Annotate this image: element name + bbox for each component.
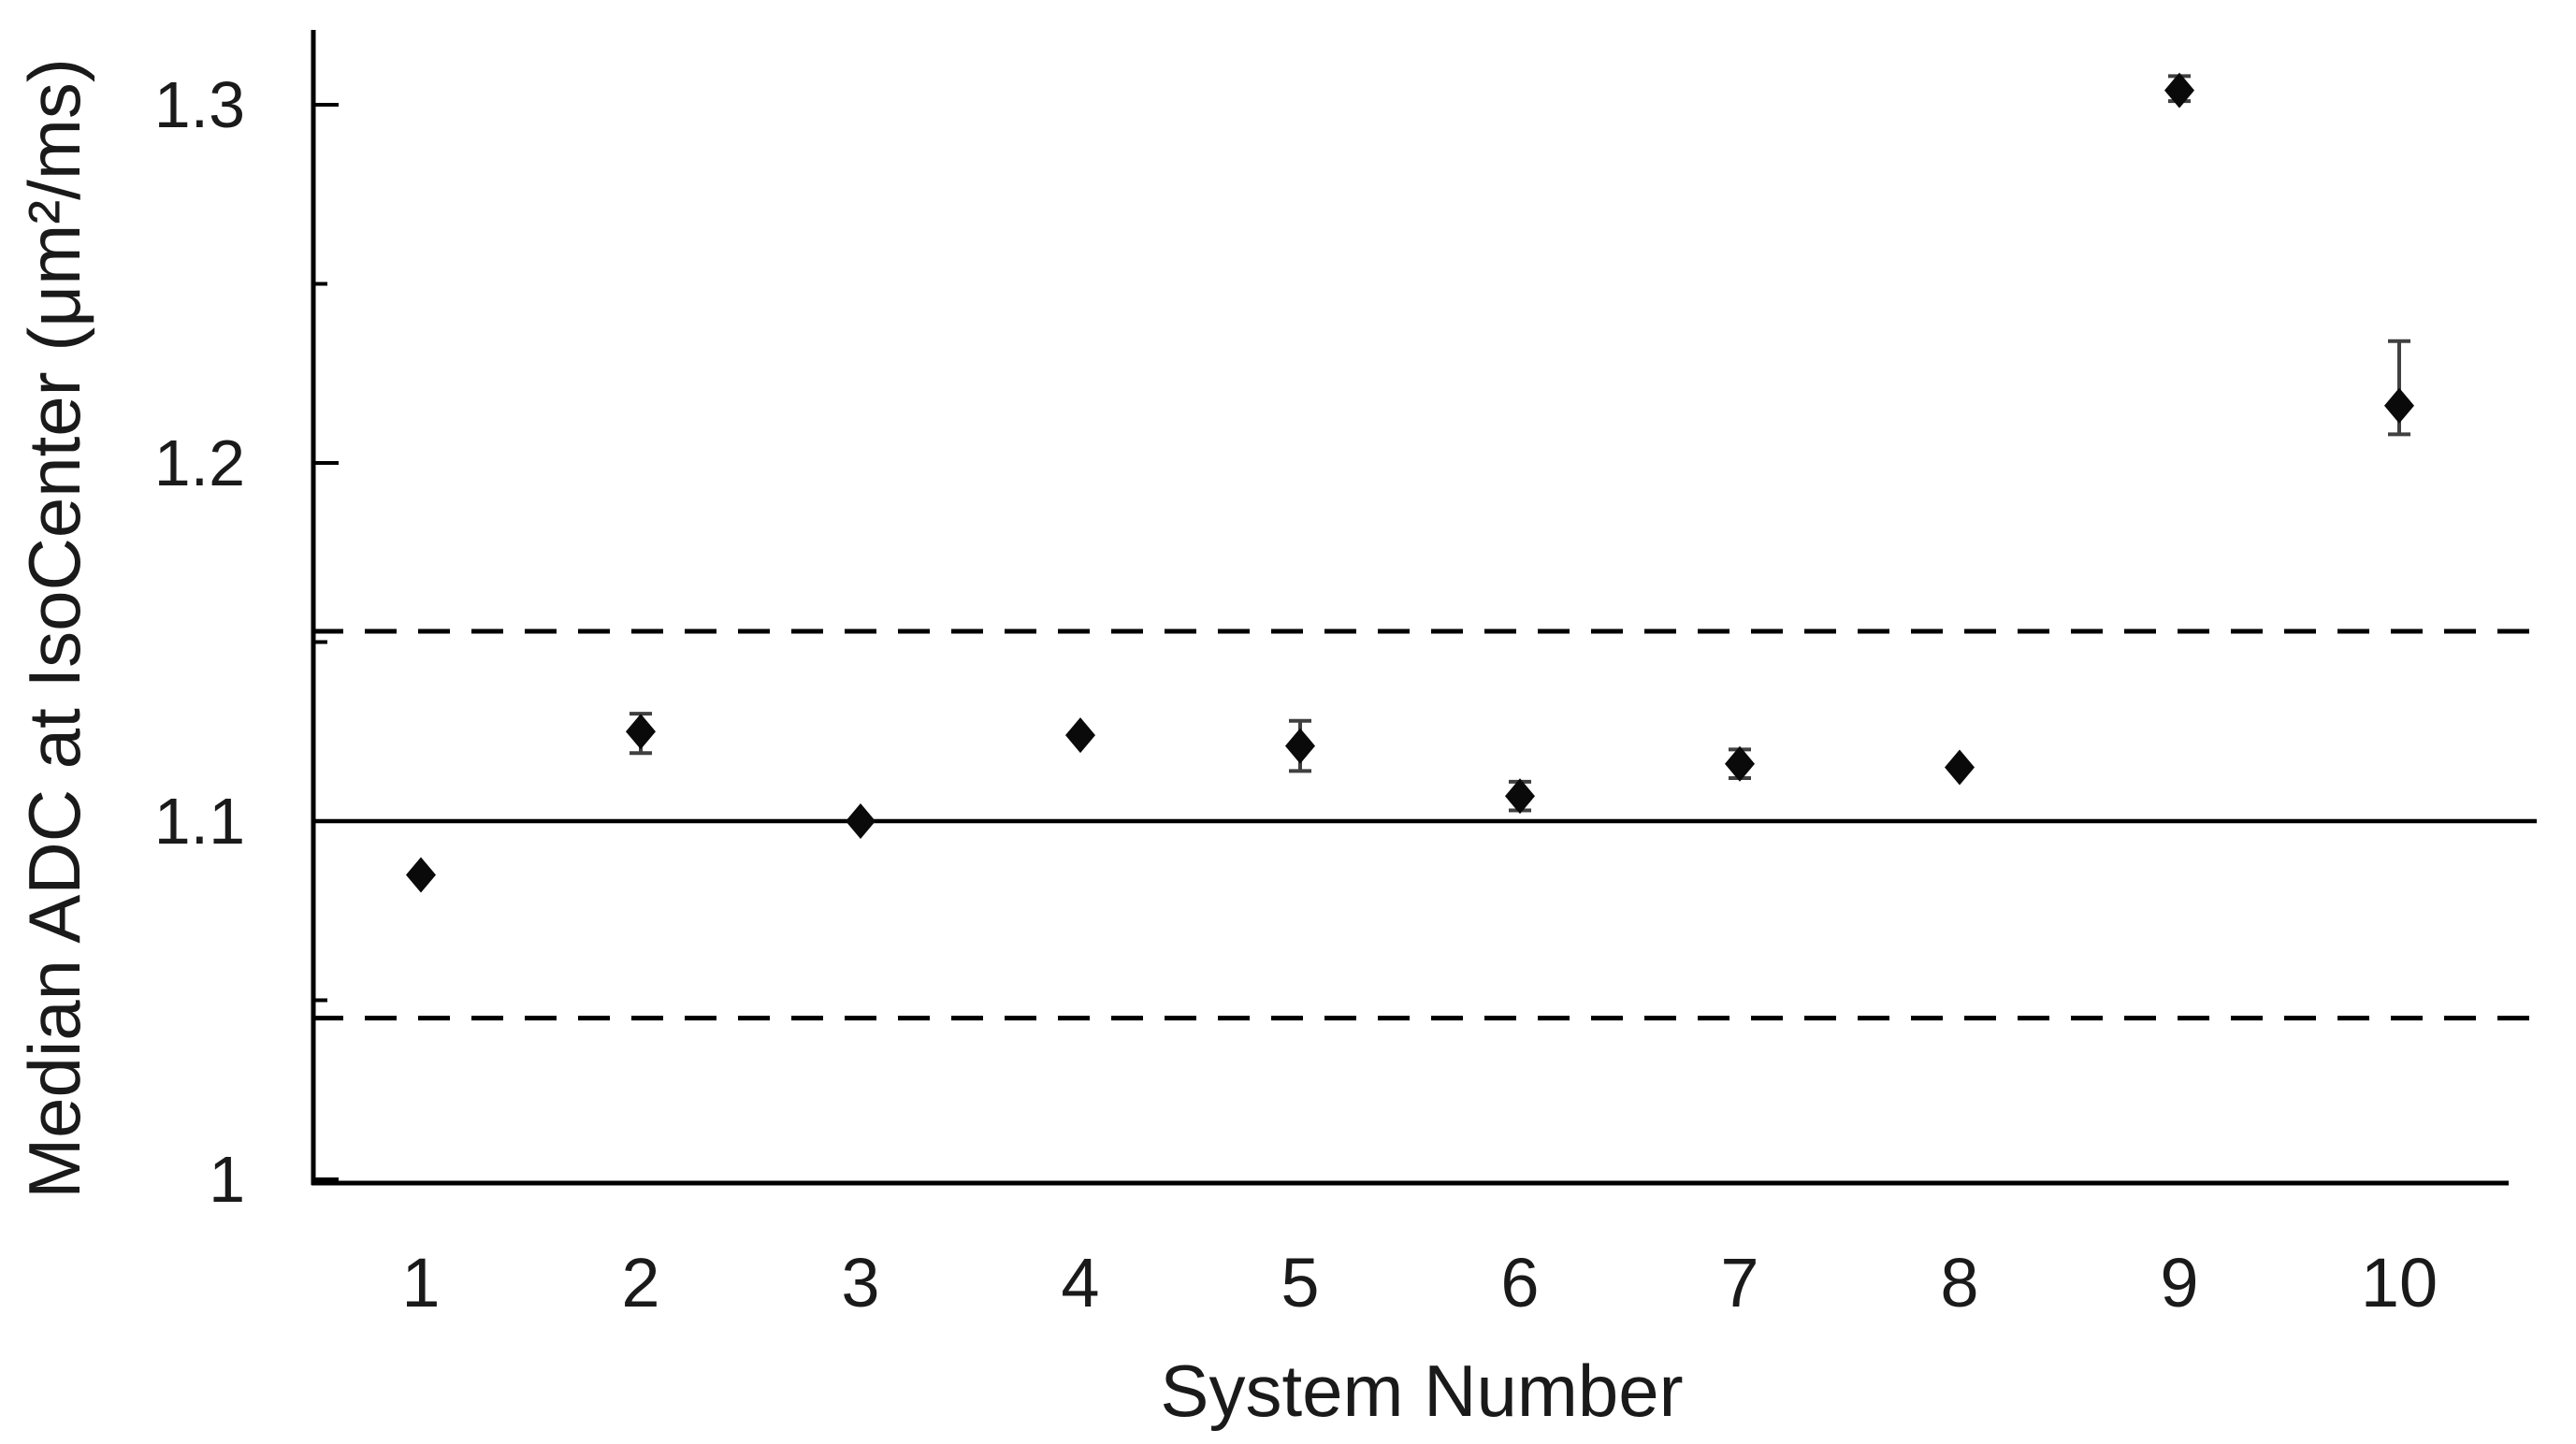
x-tick-label: 3 xyxy=(841,1244,879,1321)
x-tick-label: 7 xyxy=(1720,1244,1758,1321)
data-point-system-10 xyxy=(2384,387,2414,424)
data-point-system-3 xyxy=(846,803,876,839)
y-tick-label: 1.2 xyxy=(154,426,245,499)
y-tick-label: 1.1 xyxy=(154,785,245,858)
data-point-system-5 xyxy=(1285,728,1315,764)
y-tick-label: 1 xyxy=(209,1143,245,1216)
y-axis-title: Median ADC at IsoCenter (μm²/ms) xyxy=(13,58,95,1199)
y-tick-label: 1.3 xyxy=(154,68,245,141)
x-tick-label: 4 xyxy=(1061,1244,1099,1321)
x-tick-label: 6 xyxy=(1500,1244,1539,1321)
data-point-system-4 xyxy=(1065,717,1095,754)
data-point-system-2 xyxy=(626,714,656,750)
x-tick-label: 1 xyxy=(401,1244,440,1321)
x-tick-label: 2 xyxy=(621,1244,659,1321)
x-tick-label: 8 xyxy=(1940,1244,1978,1321)
data-point-system-1 xyxy=(406,857,436,893)
data-point-system-6 xyxy=(1505,778,1535,815)
data-point-system-9 xyxy=(2164,72,2194,108)
x-tick-label: 9 xyxy=(2160,1244,2198,1321)
data-point-system-8 xyxy=(1945,749,1975,786)
data-point-system-7 xyxy=(1725,745,1755,782)
x-axis-title: System Number xyxy=(1160,1350,1683,1432)
x-tick-label: 5 xyxy=(1281,1244,1319,1321)
x-tick-label: 10 xyxy=(2361,1244,2438,1321)
